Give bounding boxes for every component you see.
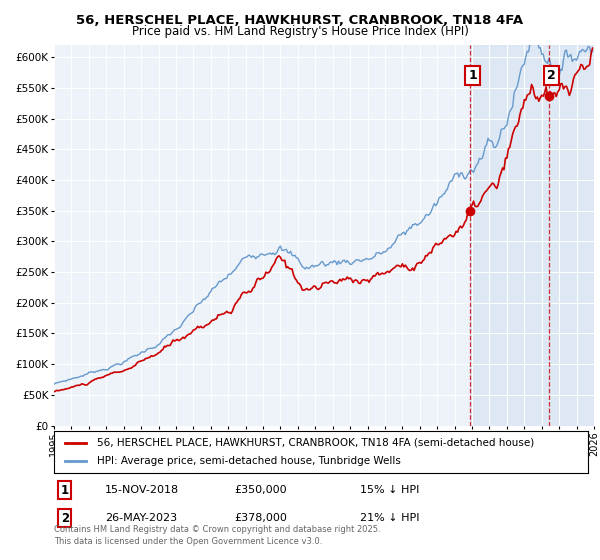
Text: 1: 1 [61,483,69,497]
Text: HPI: Average price, semi-detached house, Tunbridge Wells: HPI: Average price, semi-detached house,… [97,456,401,466]
Text: 56, HERSCHEL PLACE, HAWKHURST, CRANBROOK, TN18 4FA: 56, HERSCHEL PLACE, HAWKHURST, CRANBROOK… [76,14,524,27]
Text: £350,000: £350,000 [234,485,287,495]
Text: 15% ↓ HPI: 15% ↓ HPI [360,485,419,495]
Bar [470,45,594,426]
Text: 2: 2 [547,69,556,82]
Text: 2: 2 [61,511,69,525]
Text: 15-NOV-2018: 15-NOV-2018 [105,485,179,495]
Text: Price paid vs. HM Land Registry's House Price Index (HPI): Price paid vs. HM Land Registry's House … [131,25,469,38]
Text: Contains HM Land Registry data © Crown copyright and database right 2025.
This d: Contains HM Land Registry data © Crown c… [54,525,380,546]
Text: £378,000: £378,000 [234,513,287,523]
Text: 56, HERSCHEL PLACE, HAWKHURST, CRANBROOK, TN18 4FA (semi-detached house): 56, HERSCHEL PLACE, HAWKHURST, CRANBROOK… [97,438,534,448]
Text: 26-MAY-2023: 26-MAY-2023 [105,513,177,523]
Text: 21% ↓ HPI: 21% ↓ HPI [360,513,419,523]
Text: 1: 1 [468,69,477,82]
